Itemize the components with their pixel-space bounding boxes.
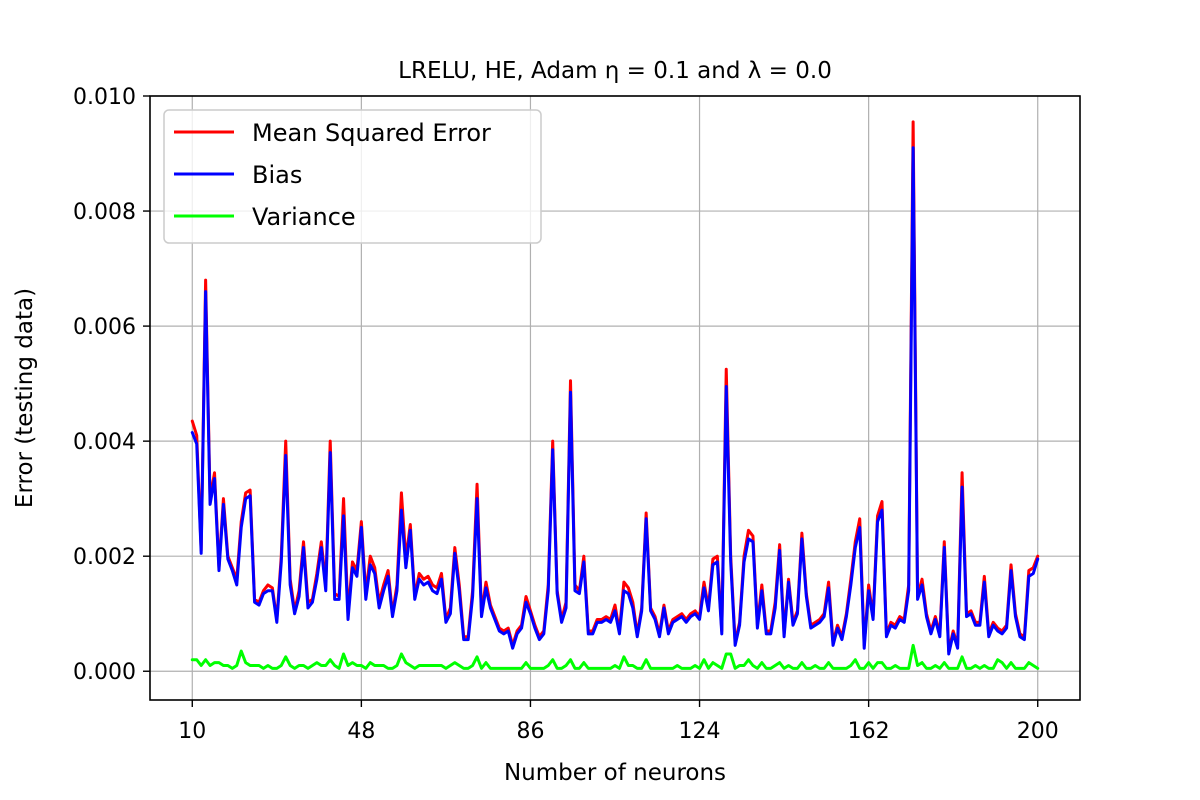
y-axis: 0.000 0.002 0.004 0.006 0.008 0.010 [73, 85, 150, 685]
plot-frame [149, 95, 1081, 701]
legend-label-mse: Mean Squared Error [252, 119, 491, 147]
x-tick-label: 86 [516, 719, 544, 744]
x-tick-label: 10 [178, 719, 206, 744]
x-tick-label: 124 [679, 719, 721, 744]
legend-label-bias: Bias [252, 161, 302, 189]
chart-title: LRELU, HE, Adam η = 0.1 and λ = 0.0 [398, 58, 832, 84]
legend: Mean Squared Error Bias Variance [163, 109, 542, 244]
x-axis: 10 48 86 124 162 200 [178, 700, 1059, 744]
series-variance-line [190, 643, 1040, 670]
y-tick-label: 0.010 [73, 85, 136, 110]
y-tick-label: 0.000 [73, 660, 136, 685]
x-tick-label: 200 [1017, 719, 1059, 744]
y-tick-label: 0.004 [73, 430, 136, 455]
y-tick-label: 0.002 [73, 545, 136, 570]
x-tick-label: 162 [848, 719, 890, 744]
legend-frame [163, 109, 542, 244]
y-axis-label: Error (testing data) [12, 288, 38, 508]
x-tick-label: 48 [347, 719, 375, 744]
x-axis-label: Number of neurons [504, 760, 726, 786]
y-tick-label: 0.006 [73, 315, 136, 340]
series-bias-line [190, 146, 1040, 656]
series-layer [190, 120, 1040, 670]
y-tick-label: 0.008 [73, 200, 136, 225]
legend-label-variance: Variance [252, 203, 356, 231]
